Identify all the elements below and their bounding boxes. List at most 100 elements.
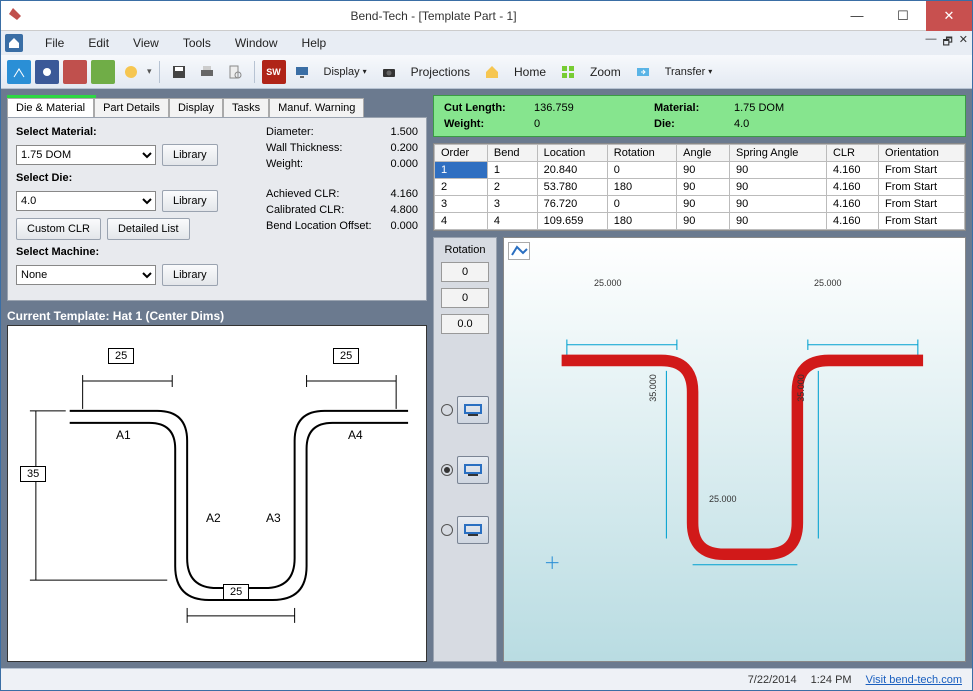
3d-dim-tr: 25.000 [814,278,842,288]
aclr-value: 4.160 [390,188,418,200]
print-icon[interactable] [195,60,219,84]
dropdown-icon[interactable]: ▾ [147,66,152,77]
table-cell: 4.160 [826,162,878,179]
table-cell: 4.160 [826,213,878,230]
blo-value: 0.000 [390,220,418,232]
table-cell: 1 [487,162,537,179]
tab-manuf-warning[interactable]: Manuf. Warning [269,98,364,117]
custom-clr-button[interactable]: Custom CLR [16,218,101,240]
view-icon-3[interactable] [457,516,489,544]
tb-icon-3[interactable] [63,60,87,84]
view-icon-1[interactable] [457,396,489,424]
home-icon[interactable] [480,60,504,84]
table-header[interactable]: Bend [487,145,537,162]
monitor-icon[interactable] [290,60,314,84]
template-canvas[interactable]: 25 25 35 25 A1 A2 A3 A4 [7,325,427,662]
tb-icon-1[interactable] [7,60,31,84]
tb-icon-5[interactable] [119,60,143,84]
tab-die-material[interactable]: Die & Material [7,98,94,117]
mdi-max[interactable]: 🗗 [942,33,952,52]
tab-tasks[interactable]: Tasks [223,98,269,117]
close-button[interactable]: ✕ [926,1,972,31]
table-header[interactable]: Orientation [879,145,965,162]
table-row[interactable]: 1120.840090904.160From Start [435,162,965,179]
3d-viewport[interactable]: 25.000 25.000 35.000 35.000 25.000 [503,237,966,662]
wall-label: Wall Thickness: [266,142,342,154]
table-header[interactable]: CLR [826,145,878,162]
table-header[interactable]: Spring Angle [730,145,827,162]
status-time: 1:24 PM [811,674,852,686]
die-library-button[interactable]: Library [162,190,218,212]
zoom-button[interactable]: Zoom [584,65,627,79]
menu-file[interactable]: File [33,31,76,55]
material-library-button[interactable]: Library [162,144,218,166]
tab-display[interactable]: Display [169,98,223,117]
dim-top-left[interactable]: 25 [108,348,134,364]
tab-part-details[interactable]: Part Details [94,98,169,117]
die-select[interactable]: 4.0 [16,191,156,211]
dim-left[interactable]: 35 [20,466,46,482]
detailed-list-button[interactable]: Detailed List [107,218,190,240]
menu-help[interactable]: Help [290,31,339,55]
transfer-icon[interactable] [631,60,655,84]
table-row[interactable]: 2253.78018090904.160From Start [435,179,965,196]
view-area: Rotation 0 0 0.0 [433,237,966,662]
material-select[interactable]: 1.75 DOM [16,145,156,165]
rotation-label: Rotation [445,244,486,256]
display-menu[interactable]: Display ▾ [318,66,373,78]
camera-icon[interactable] [377,60,401,84]
home-button[interactable]: Home [508,65,552,79]
view-radio-2[interactable] [441,464,453,476]
dim-top-right[interactable]: 25 [333,348,359,364]
tb-icon-4[interactable] [91,60,115,84]
diameter-value: 1.500 [390,126,418,138]
table-cell: 53.780 [537,179,607,196]
status-link[interactable]: Visit bend-tech.com [866,674,962,686]
title-bar: Bend-Tech - [Template Part - 1] — ☐ ✕ [1,1,972,31]
menu-view[interactable]: View [121,31,171,55]
toolbar: ▾ SW Display ▾ Projections Home Zoom Tra… [1,55,972,89]
aclr-label: Achieved CLR: [266,188,339,200]
mdi-close[interactable]: ✕ [959,33,968,52]
table-cell: 0 [607,162,676,179]
rotation-v3[interactable]: 0.0 [441,314,489,334]
table-row[interactable]: 3376.720090904.160From Start [435,196,965,213]
3d-dim-r: 35.000 [796,374,806,402]
home-menu-icon[interactable] [5,34,23,52]
view-radio-3[interactable] [441,524,453,536]
table-cell: 20.840 [537,162,607,179]
machine-select[interactable]: None [16,265,156,285]
zoom-icon[interactable] [556,60,580,84]
menu-tools[interactable]: Tools [171,31,223,55]
machine-library-button[interactable]: Library [162,264,218,286]
table-header[interactable]: Location [537,145,607,162]
select-machine-label: Select Machine: [16,246,99,258]
view-radio-1[interactable] [441,404,453,416]
table-header[interactable]: Order [435,145,488,162]
menu-window[interactable]: Window [223,31,290,55]
projections-menu[interactable]: Projections [405,65,476,79]
table-cell: 3 [487,196,537,213]
preview-icon[interactable] [223,60,247,84]
view-home-icon[interactable] [508,242,530,260]
table-row[interactable]: 44109.65918090904.160From Start [435,213,965,230]
rotation-v1[interactable]: 0 [441,262,489,282]
table-cell: 1 [435,162,488,179]
sw-icon[interactable]: SW [262,60,286,84]
save-icon[interactable] [167,60,191,84]
3d-dim-tl: 25.000 [594,278,622,288]
table-header[interactable]: Rotation [607,145,676,162]
tb-icon-2[interactable] [35,60,59,84]
table-header[interactable]: Angle [677,145,730,162]
mdi-min[interactable]: — [925,33,936,52]
menu-edit[interactable]: Edit [76,31,121,55]
weight-label: Weight: [266,158,303,170]
transfer-menu[interactable]: Transfer ▾ [659,66,719,78]
view-icon-2[interactable] [457,456,489,484]
mdi-buttons: — 🗗 ✕ [925,33,968,52]
minimize-button[interactable]: — [834,1,880,31]
table-cell: From Start [879,162,965,179]
dim-bottom[interactable]: 25 [223,584,249,600]
rotation-v2[interactable]: 0 [441,288,489,308]
maximize-button[interactable]: ☐ [880,1,926,31]
